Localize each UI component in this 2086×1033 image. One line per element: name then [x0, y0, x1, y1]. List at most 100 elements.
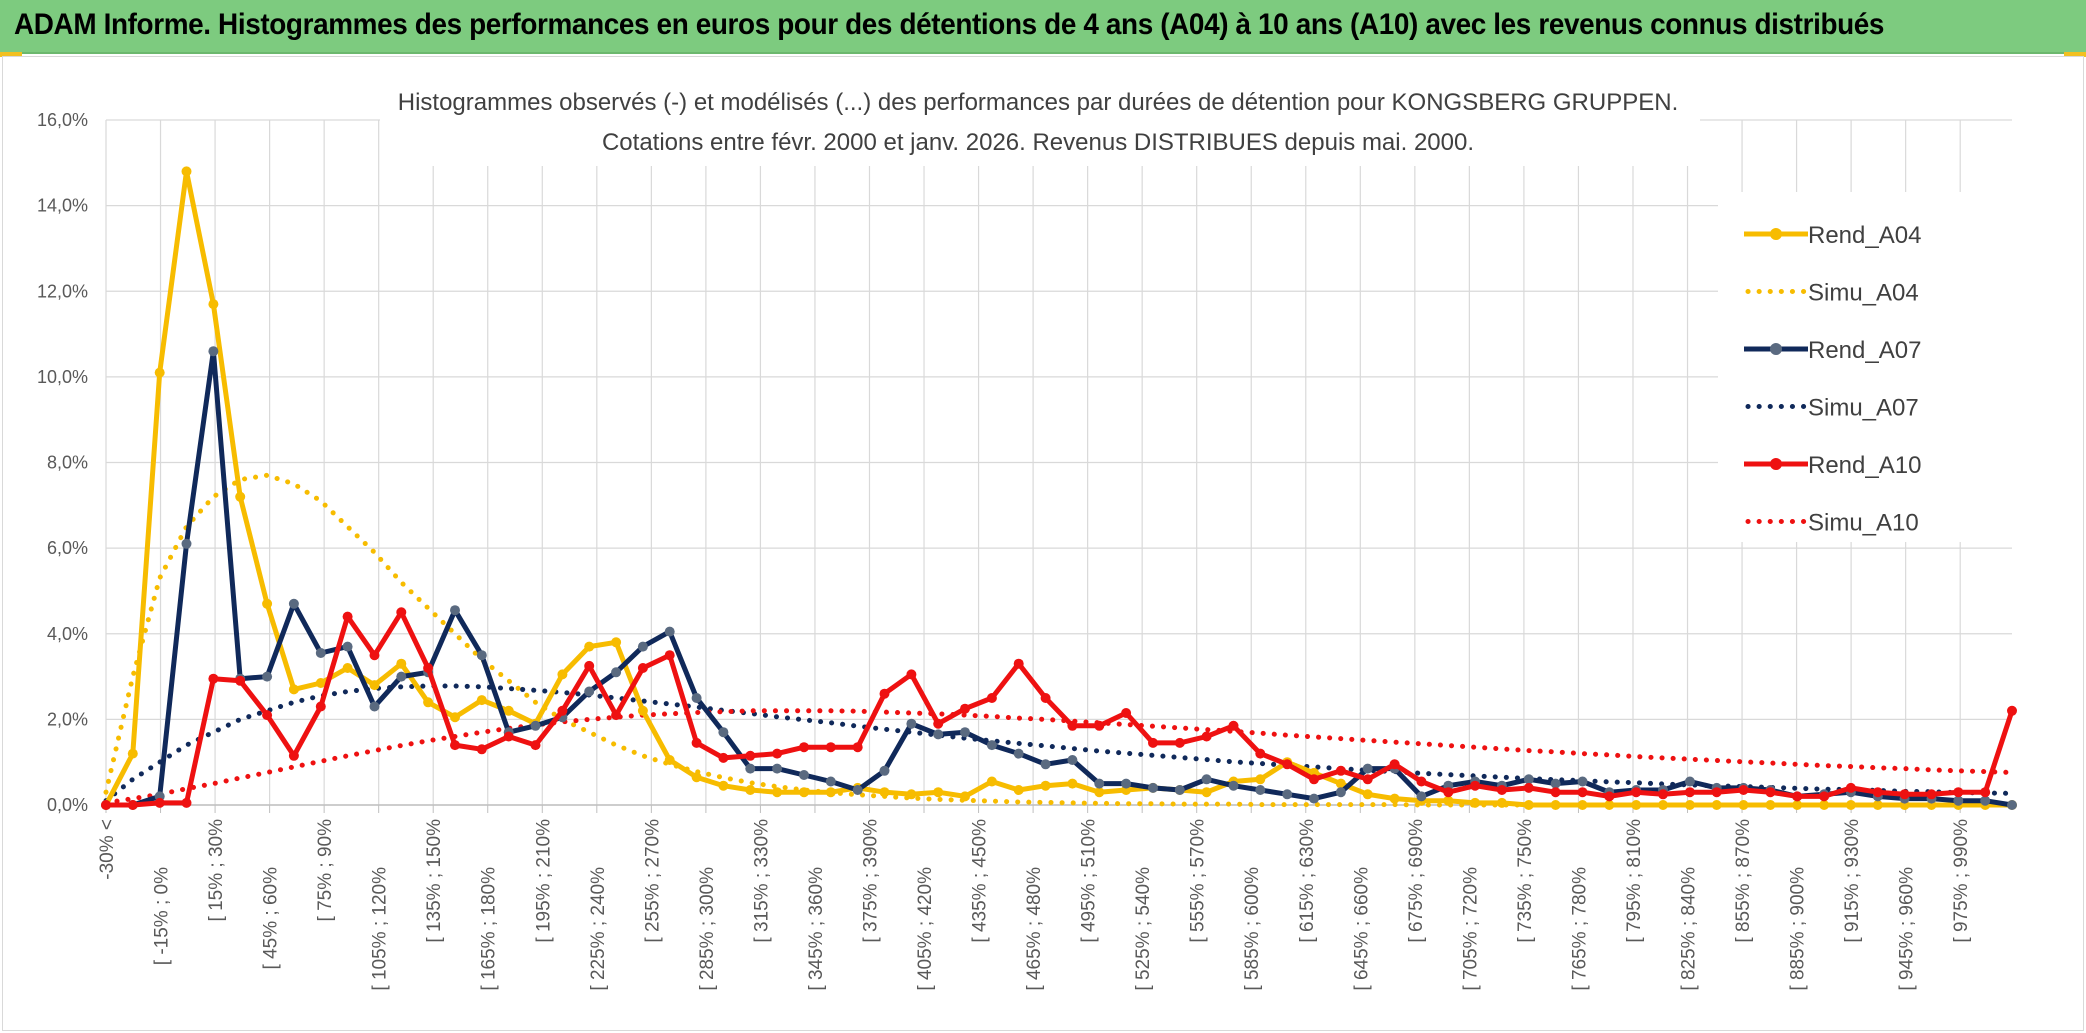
- data-point: [772, 748, 783, 759]
- data-point: [1362, 763, 1373, 774]
- data-point: [1040, 693, 1051, 703]
- legend-marker: [1770, 343, 1782, 355]
- data-point: [342, 641, 353, 652]
- series-line-Simu_A10: [103, 708, 2015, 806]
- data-point: [879, 765, 890, 776]
- x-tick-label: [ 255% ; 270%: [642, 819, 663, 943]
- data-point: [1174, 737, 1185, 748]
- data-point: [450, 712, 460, 723]
- data-point: [181, 166, 192, 177]
- chart-legend: Rend_A04 Simu_A04 Rend_A07 Simu_A07 Rend_A10…: [1718, 192, 2016, 542]
- data-point: [1255, 748, 1266, 759]
- x-tick-label: [ 195% ; 210%: [533, 819, 554, 943]
- data-point: [235, 675, 246, 686]
- data-point: [1550, 800, 1561, 810]
- legend-item-Rend_A07: Rend_A07: [1744, 337, 1921, 364]
- data-point: [476, 744, 487, 755]
- legend-label: Rend_A04: [1808, 222, 1921, 249]
- data-point: [1953, 795, 1964, 806]
- data-point: [1040, 780, 1051, 791]
- x-tick-label: [ 825% ; 840%: [1679, 867, 1700, 991]
- data-point: [1040, 759, 1051, 770]
- data-point: [906, 718, 917, 729]
- data-point: [1684, 800, 1695, 810]
- data-point: [423, 697, 434, 708]
- x-tick-label: [ 945% ; 960%: [1897, 867, 1918, 991]
- data-point: [208, 299, 219, 310]
- data-point: [127, 748, 138, 759]
- x-tick-label: [ 765% ; 780%: [1569, 867, 1590, 991]
- data-point: [611, 667, 622, 678]
- data-point: [906, 789, 917, 800]
- data-point: [1013, 748, 1024, 759]
- data-point: [450, 740, 460, 751]
- data-point: [718, 780, 729, 791]
- x-tick-label: [ 495% ; 510%: [1079, 819, 1100, 943]
- data-point: [1496, 785, 1507, 795]
- data-point: [450, 605, 460, 616]
- data-point: [1335, 787, 1346, 798]
- x-tick-label: [ 165% ; 180%: [479, 867, 500, 991]
- legend-background: [1718, 192, 2016, 542]
- data-point: [476, 695, 487, 706]
- data-point: [1711, 800, 1722, 810]
- data-point: [960, 727, 970, 738]
- data-point: [1577, 787, 1588, 798]
- legend-label: Rend_A07: [1808, 337, 1921, 364]
- x-tick-label: [ 435% ; 450%: [970, 819, 991, 943]
- data-point: [396, 658, 407, 669]
- x-tick-label: -30% <: [97, 819, 118, 880]
- data-point: [879, 688, 890, 699]
- data-point: [772, 763, 783, 774]
- data-point: [1335, 765, 1346, 776]
- x-tick-label: [ 45% ; 60%: [261, 867, 282, 970]
- x-tick-label: [ 555% ; 570%: [1188, 819, 1209, 943]
- x-tick-label: [ -15% ; 0%: [152, 867, 173, 965]
- data-point: [396, 607, 407, 618]
- x-tick-label: [ 345% ; 360%: [806, 867, 827, 991]
- data-point: [1577, 776, 1588, 787]
- data-point: [154, 367, 165, 378]
- banner-accent-right: [2064, 52, 2086, 57]
- data-point: [1309, 793, 1319, 804]
- x-axis-ticks: -30% < [ -15% ; 0% [ 15% ; 30% [ 45% ; 60% […: [97, 819, 1972, 991]
- series-Rend_A10: [101, 607, 2017, 810]
- data-point: [1470, 797, 1481, 808]
- x-tick-label: [ 285% ; 300%: [697, 867, 718, 991]
- data-point: [745, 750, 756, 761]
- data-point: [503, 731, 514, 742]
- data-point: [1228, 720, 1239, 731]
- data-point: [1201, 787, 1212, 798]
- data-point: [101, 800, 111, 810]
- legend-marker: [1770, 228, 1782, 240]
- data-point: [691, 772, 702, 783]
- data-point: [288, 684, 299, 695]
- x-tick-label: [ 975% ; 990%: [1951, 819, 1972, 943]
- data-point: [1174, 785, 1185, 795]
- data-point: [1121, 778, 1132, 789]
- x-tick-label: [ 735% ; 750%: [1515, 819, 1536, 943]
- banner-accent-left: [0, 52, 22, 57]
- data-point: [1282, 759, 1293, 770]
- data-point: [1121, 708, 1132, 718]
- x-tick-label: [ 405% ; 420%: [915, 867, 936, 991]
- data-point: [476, 650, 487, 661]
- data-point: [1738, 800, 1749, 810]
- report-title: ADAM Informe. Histogrammes des performan…: [14, 8, 1885, 41]
- data-point: [1604, 800, 1615, 810]
- x-tick-label: [ 525% ; 540%: [1133, 867, 1154, 991]
- legend-item-Rend_A10: Rend_A10: [1744, 452, 1921, 479]
- data-point: [315, 678, 326, 688]
- data-point: [1872, 787, 1883, 798]
- data-point: [1658, 789, 1668, 800]
- data-point: [1899, 789, 1910, 800]
- data-point: [691, 693, 702, 703]
- data-point: [181, 797, 192, 808]
- data-point: [718, 727, 729, 738]
- data-point: [1201, 731, 1212, 742]
- data-point: [664, 650, 675, 661]
- data-point: [1711, 787, 1722, 798]
- x-tick-label: [ 675% ; 690%: [1406, 819, 1427, 943]
- series-Simu_A10: [103, 708, 2015, 806]
- x-tick-label: [ 585% ; 600%: [1242, 867, 1263, 991]
